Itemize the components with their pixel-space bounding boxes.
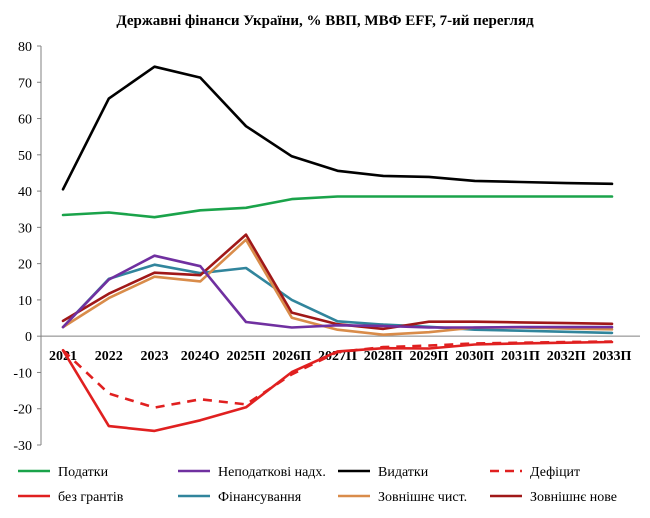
x-tick-label: 2030П bbox=[455, 349, 494, 364]
y-tick-label: 10 bbox=[18, 294, 32, 309]
series-line-0 bbox=[61, 195, 614, 219]
y-tick-label: 60 bbox=[18, 113, 32, 128]
legend-label: Фінансування bbox=[218, 490, 302, 505]
x-tick-label: 2026П bbox=[272, 349, 311, 364]
y-tick-label: -10 bbox=[13, 366, 32, 381]
series-line-1 bbox=[61, 254, 614, 329]
y-tick-label: 80 bbox=[18, 40, 32, 55]
x-tick-label: 2033П bbox=[593, 349, 632, 364]
y-tick-label: 30 bbox=[18, 221, 32, 236]
legend-label: Дефіцит bbox=[530, 465, 580, 480]
chart-title: Державні фінанси України, % ВВП, МВФ EFF… bbox=[116, 13, 534, 29]
series-line-2 bbox=[61, 65, 614, 191]
series-line-5 bbox=[61, 263, 614, 335]
series-line-3 bbox=[62, 340, 613, 409]
y-tick-label: 20 bbox=[18, 258, 32, 273]
legend: Податки Неподаткові надх. Видатки Дефіцит бе… bbox=[18, 465, 617, 505]
x-tick-label: 2032П bbox=[547, 349, 586, 364]
series-layer bbox=[61, 65, 614, 433]
x-tick-label: 2029П bbox=[410, 349, 449, 364]
legend-label: Зовнішнє нове bbox=[530, 490, 617, 505]
x-tick-label: 2027П bbox=[318, 349, 357, 364]
y-tick-label: 0 bbox=[25, 330, 32, 345]
x-tick-label: 2024О bbox=[181, 349, 220, 364]
y-tick-label: -20 bbox=[13, 403, 32, 418]
x-tick-label: 2023 bbox=[141, 349, 169, 364]
y-tick-label: -30 bbox=[13, 439, 32, 454]
legend-label: Видатки bbox=[378, 465, 429, 480]
y-tick-label: 50 bbox=[18, 149, 32, 164]
legend-label: Податки bbox=[58, 465, 109, 480]
x-tick-label: 2025П bbox=[227, 349, 266, 364]
legend-label: без грантів bbox=[58, 490, 124, 505]
x-tick-label: 2031П bbox=[501, 349, 540, 364]
y-tick-label: 70 bbox=[18, 76, 32, 91]
x-tick-label: 2022 bbox=[95, 349, 123, 364]
legend-label: Зовнішнє чист. bbox=[378, 490, 467, 505]
legend-label: Неподаткові надх. bbox=[218, 465, 326, 480]
x-tick-label: 2028П bbox=[364, 349, 403, 364]
y-tick-label: 40 bbox=[18, 185, 32, 200]
